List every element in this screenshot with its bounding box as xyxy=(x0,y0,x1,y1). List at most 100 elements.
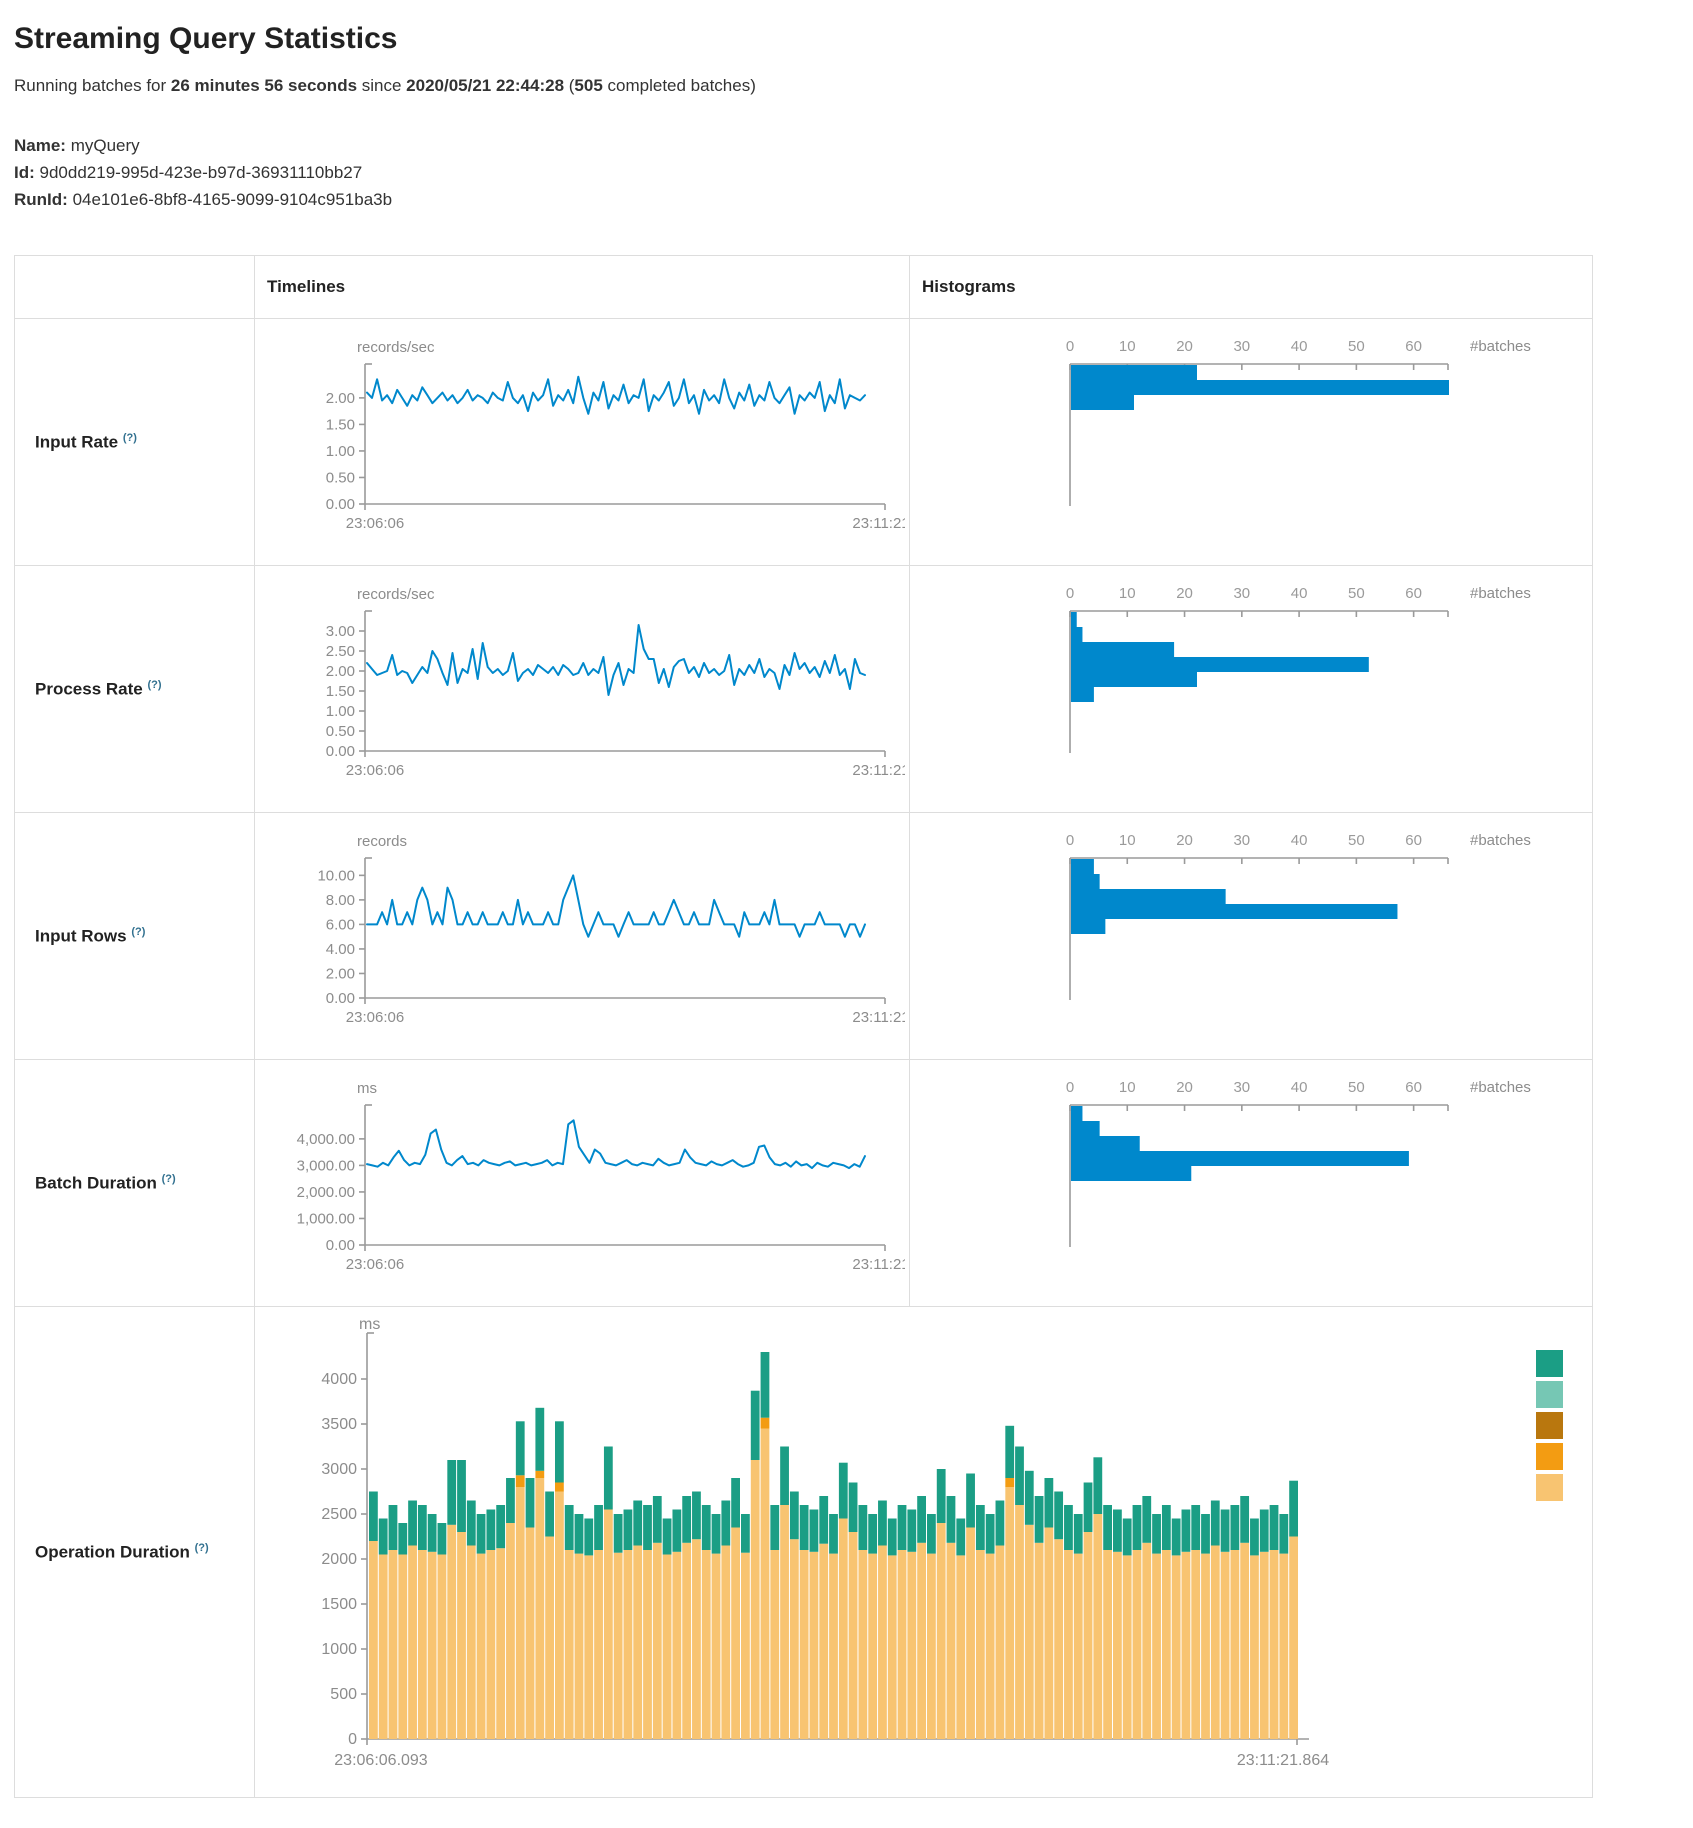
operation-duration-segment xyxy=(770,1550,780,1739)
unit-label: records xyxy=(357,833,407,850)
histogram-bar xyxy=(1071,365,1197,380)
batch-duration-help-icon[interactable]: (?) xyxy=(161,1172,176,1185)
row-operation-duration: Operation Duration (?) ms 4000 3500 3000 250… xyxy=(14,1306,1593,1798)
operation-duration-segment xyxy=(643,1505,652,1550)
subtitle-middle: since xyxy=(357,76,407,95)
unit-label: records/sec xyxy=(357,586,435,603)
operation-duration-segment xyxy=(584,1518,594,1556)
operation-duration-segment xyxy=(731,1527,740,1739)
operation-duration-segment xyxy=(1064,1550,1073,1739)
operation-duration-segment xyxy=(701,1550,711,1739)
y-tick-label: 3000 xyxy=(321,1461,357,1478)
operation-duration-segment xyxy=(672,1509,682,1552)
completed-batch-count: 505 xyxy=(574,76,603,95)
operation-duration-segment xyxy=(662,1554,672,1739)
y-axis xyxy=(359,857,372,999)
x-end-label: 23:11:21 xyxy=(852,515,905,532)
y-tick-label: 1,000.00 xyxy=(297,1210,355,1227)
operation-duration-segment xyxy=(1044,1478,1054,1528)
operation-duration-segment xyxy=(1240,1496,1250,1543)
stacked-bars xyxy=(369,1352,1298,1739)
input-rate-help-icon[interactable]: (?) xyxy=(122,431,137,444)
operation-duration-segment xyxy=(966,1527,975,1739)
legend xyxy=(1536,1350,1563,1501)
x-tick-label: 40 xyxy=(1291,1079,1308,1096)
operation-duration-segment xyxy=(721,1500,731,1546)
x-tick-label: 40 xyxy=(1291,338,1308,355)
operation-duration-segment xyxy=(1230,1550,1240,1739)
operation-duration-segment xyxy=(594,1550,603,1739)
operation-duration-segment xyxy=(398,1523,408,1555)
operation-duration-segment xyxy=(897,1505,907,1550)
y-tick-label: 3.00 xyxy=(326,623,355,640)
y-tick-label: 10.00 xyxy=(317,867,355,884)
runid-value: 04e101e6-8bf8-4165-9099-9104c951ba3b xyxy=(72,190,393,209)
x-tick-label: 10 xyxy=(1119,585,1136,602)
operation-duration-segment xyxy=(1005,1425,1015,1478)
operation-duration-segment xyxy=(1191,1505,1201,1550)
operation-duration-segment xyxy=(1122,1518,1132,1556)
legend-swatch xyxy=(1536,1350,1563,1377)
operation-duration-segment xyxy=(946,1542,956,1739)
operation-duration-segment xyxy=(535,1478,545,1739)
process-rate-help-icon[interactable]: (?) xyxy=(147,678,162,691)
histogram-bar xyxy=(1071,687,1094,702)
query-id-line: Id: 9d0dd219-995d-423e-b97d-36931110bb27 xyxy=(14,159,1673,186)
operation-duration-segment xyxy=(1005,1487,1015,1739)
x-end-label: 23:11:21 xyxy=(852,762,905,779)
operation-duration-segment xyxy=(1210,1545,1220,1739)
x-tick-label: 10 xyxy=(1119,1079,1136,1096)
histograms-column-header: Histograms xyxy=(909,255,1593,319)
operation-duration-segment xyxy=(995,1500,1005,1546)
y-axis xyxy=(359,1104,372,1246)
operation-duration-segment xyxy=(1132,1550,1142,1739)
y-tick-label: 2000 xyxy=(321,1551,357,1568)
operation-duration-segment xyxy=(1142,1542,1152,1739)
operation-duration-segment xyxy=(1122,1555,1132,1739)
operation-duration-segment xyxy=(447,1460,457,1525)
x-tick-label: 50 xyxy=(1348,832,1365,849)
histogram-bars xyxy=(1071,612,1369,702)
x-tick-label: 60 xyxy=(1405,1079,1422,1096)
operation-duration-segment xyxy=(701,1505,711,1550)
operation-duration-segment xyxy=(437,1554,447,1739)
operation-duration-help-icon[interactable]: (?) xyxy=(194,1541,209,1554)
operation-duration-segment xyxy=(1201,1553,1210,1739)
x-axis xyxy=(364,997,886,1004)
x-axis xyxy=(364,1244,886,1251)
x-tick-label: 30 xyxy=(1233,832,1250,849)
y-tick-label: 3,000.00 xyxy=(297,1157,355,1174)
batches-label: #batches xyxy=(1470,338,1531,355)
operation-duration-segment xyxy=(1210,1500,1220,1546)
operation-duration-segment xyxy=(868,1514,878,1554)
y-tick-label: 1.00 xyxy=(326,443,355,460)
operation-duration-segment xyxy=(378,1554,388,1739)
subtitle-prefix: Running batches for xyxy=(14,76,171,95)
y-axis xyxy=(361,1332,374,1740)
histogram-bar xyxy=(1071,627,1083,642)
x-axis xyxy=(366,1738,1309,1745)
operation-duration-segment xyxy=(887,1555,897,1739)
name-value: myQuery xyxy=(70,136,140,155)
operation-duration-segment xyxy=(809,1551,819,1739)
operation-duration-segment xyxy=(555,1421,564,1483)
x-tick-label: 20 xyxy=(1176,585,1193,602)
operation-duration-segment xyxy=(692,1491,701,1540)
operation-duration-segment xyxy=(1132,1505,1142,1550)
operation-duration-segment xyxy=(408,1545,417,1739)
running-batches-line: Running batches for 26 minutes 56 second… xyxy=(14,76,1673,96)
y-tick-label: 2,000.00 xyxy=(297,1184,355,1201)
batch-duration-label: Batch Duration xyxy=(35,1173,157,1193)
y-tick-label: 0.50 xyxy=(326,723,355,740)
y-tick-label: 4.00 xyxy=(326,941,355,958)
operation-duration-segment xyxy=(388,1550,398,1739)
y-axis xyxy=(359,363,372,505)
y-tick-label: 500 xyxy=(330,1686,357,1703)
unit-label: records/sec xyxy=(357,339,435,356)
operation-duration-segment xyxy=(878,1545,887,1739)
operation-duration-segment xyxy=(1083,1482,1093,1532)
operation-duration-segment xyxy=(770,1505,780,1550)
operation-duration-segment xyxy=(809,1509,819,1552)
operation-duration-segment xyxy=(1171,1518,1181,1556)
input-rows-help-icon[interactable]: (?) xyxy=(131,925,146,938)
